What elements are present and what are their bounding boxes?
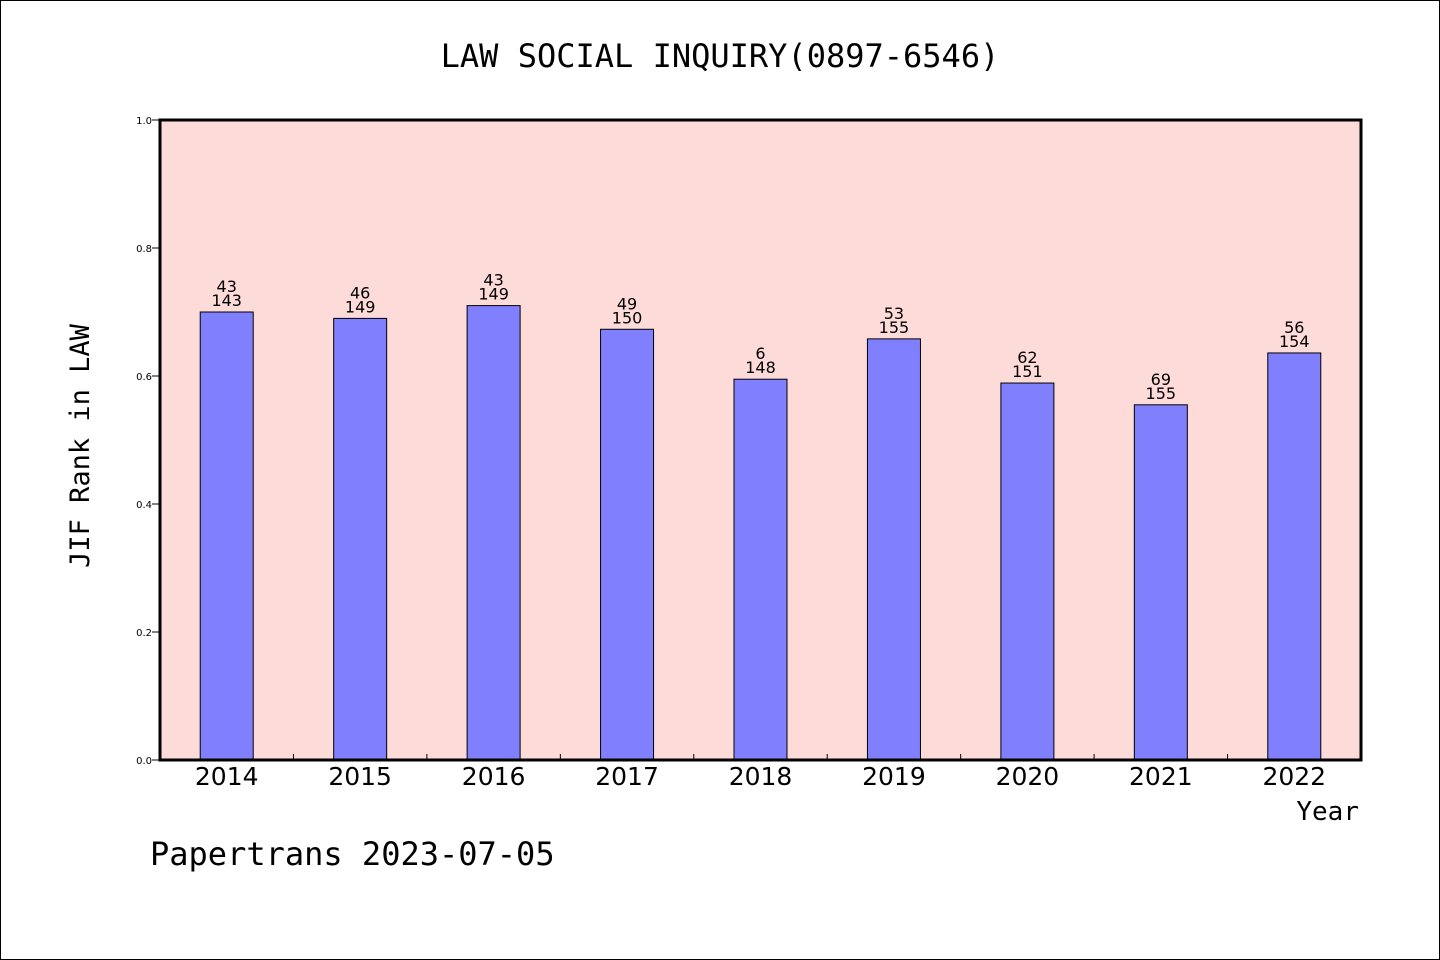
rank-label: 53 bbox=[884, 304, 904, 323]
x-axis-label: Year bbox=[1296, 797, 1359, 827]
total-label: 154 bbox=[1279, 332, 1310, 351]
x-tick-label: 2020 bbox=[996, 762, 1060, 791]
y-tick-label: 0.6 bbox=[136, 372, 152, 383]
bar-2014 bbox=[199, 311, 254, 761]
rank-label: 43 bbox=[217, 277, 237, 296]
bar-2016 bbox=[466, 305, 521, 761]
y-tick-label: 0.8 bbox=[136, 244, 152, 255]
x-tick-label: 2021 bbox=[1129, 762, 1193, 791]
bar-2020 bbox=[1000, 382, 1055, 761]
x-tick-label: 2022 bbox=[1262, 762, 1326, 791]
rank-label: 43 bbox=[483, 271, 503, 290]
x-tick-label: 2017 bbox=[595, 762, 659, 791]
y-tick-label: 0.2 bbox=[136, 628, 152, 639]
rank-label: 6 bbox=[755, 344, 765, 363]
y-axis-label: JIF Rank in LAW bbox=[65, 323, 96, 568]
y-tick-label: 0.0 bbox=[136, 756, 152, 767]
total-label: 151 bbox=[1012, 362, 1043, 381]
y-tick-label: 1.0 bbox=[136, 116, 152, 127]
total-label: 150 bbox=[612, 308, 643, 327]
x-tick-label: 2015 bbox=[328, 762, 392, 791]
total-label: 149 bbox=[478, 285, 509, 304]
y-axis: 0.0 0.2 0.4 0.6 0.8 1.0 bbox=[136, 116, 160, 767]
x-tick-label: 2018 bbox=[729, 762, 793, 791]
total-label: 155 bbox=[879, 318, 910, 337]
x-axis: 2014 2015 2016 2017 2018 2019 2020 2021 2022 bbox=[195, 754, 1326, 791]
rank-label: 49 bbox=[617, 294, 637, 313]
rank-label: 62 bbox=[1017, 348, 1037, 367]
chart-title: LAW SOCIAL INQUIRY(0897-6546) bbox=[441, 37, 1000, 75]
footer-text: Papertrans 2023-07-05 bbox=[150, 835, 555, 873]
plot-border bbox=[158, 118, 1363, 762]
y-tick-label: 0.4 bbox=[136, 500, 152, 511]
x-tick-label: 2019 bbox=[862, 762, 926, 791]
rank-label: 56 bbox=[1284, 318, 1304, 337]
bar-2015 bbox=[333, 317, 388, 761]
total-label: 148 bbox=[745, 358, 776, 377]
bar-2022 bbox=[1267, 352, 1322, 761]
bar-2021 bbox=[1133, 404, 1188, 761]
x-tick-label: 2014 bbox=[195, 762, 259, 791]
total-label: 149 bbox=[345, 297, 376, 316]
total-label: 155 bbox=[1146, 384, 1177, 403]
x-tick-label: 2016 bbox=[462, 762, 526, 791]
rank-label: 46 bbox=[350, 283, 370, 302]
bar-2017 bbox=[600, 328, 655, 761]
total-label: 143 bbox=[211, 291, 242, 310]
rank-label: 69 bbox=[1151, 370, 1171, 389]
bar-2018 bbox=[733, 378, 788, 761]
bar-2019 bbox=[866, 338, 921, 761]
